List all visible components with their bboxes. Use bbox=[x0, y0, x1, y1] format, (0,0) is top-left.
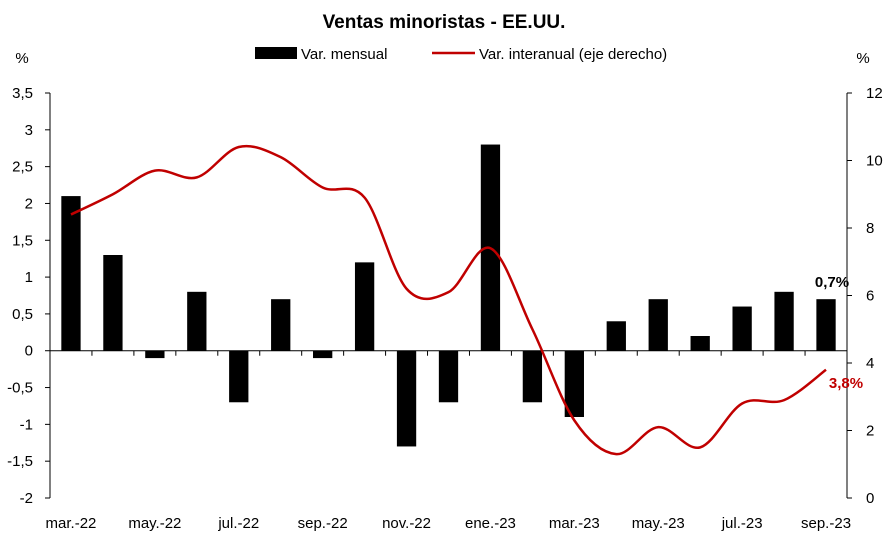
bar bbox=[564, 350, 584, 417]
left-tick-label: -0,5 bbox=[7, 380, 33, 397]
bar bbox=[145, 350, 165, 359]
x-tick-label: sep.-23 bbox=[801, 515, 851, 532]
left-tick-label: 1 bbox=[25, 269, 33, 286]
right-axis: 0 2 4 6 8 10 12 bbox=[846, 85, 883, 507]
left-tick-label: -1 bbox=[20, 416, 33, 433]
bar-series bbox=[61, 144, 836, 447]
zero-line-group bbox=[49, 350, 848, 356]
bar bbox=[438, 350, 459, 403]
bar bbox=[103, 255, 123, 351]
left-axis-unit: % bbox=[15, 50, 28, 67]
line-path bbox=[70, 144, 827, 456]
bar bbox=[522, 350, 543, 403]
bar bbox=[271, 299, 291, 351]
legend-line-label: Var. interanual (eje derecho) bbox=[479, 46, 667, 63]
left-tick-label: -1,5 bbox=[7, 453, 33, 470]
bar bbox=[690, 336, 710, 351]
x-tick-label: sep.-22 bbox=[298, 515, 348, 532]
right-tick-label: 8 bbox=[866, 220, 874, 237]
bar bbox=[816, 299, 836, 351]
left-tick-label: -2 bbox=[20, 490, 33, 507]
bar bbox=[774, 291, 794, 351]
chart-title: Ventas minoristas - EE.UU. bbox=[323, 12, 566, 33]
x-tick-label: mar.-23 bbox=[549, 515, 600, 532]
right-tick-label: 0 bbox=[866, 490, 874, 507]
left-tick-label: 2 bbox=[25, 195, 33, 212]
right-tick-label: 12 bbox=[866, 85, 883, 102]
annotations: 0,7% 3,8% bbox=[815, 274, 863, 392]
left-tick-label: 0,5 bbox=[12, 306, 33, 323]
right-tick-label: 4 bbox=[866, 355, 874, 372]
bar-data-label: 0,7% bbox=[815, 274, 849, 291]
x-tick-label: jul.-22 bbox=[217, 515, 259, 532]
bar bbox=[61, 196, 81, 351]
bar bbox=[732, 306, 752, 351]
left-tick-label: 3,5 bbox=[12, 85, 33, 102]
legend-bar-label: Var. mensual bbox=[301, 46, 387, 63]
left-axis: -2 -1,5 -1 -0,5 0 0,5 1 1,5 2 2,5 3 3,5 bbox=[7, 85, 51, 507]
line-data-label: 3,8% bbox=[829, 375, 863, 392]
x-tick-label: mar.-22 bbox=[46, 515, 97, 532]
left-tick-label: 0 bbox=[25, 343, 33, 360]
x-axis-labels: mar.-22 may.-22 jul.-22 sep.-22 nov.-22 ene.-… bbox=[46, 515, 852, 532]
bar bbox=[648, 299, 668, 351]
legend: Var. mensual Var. interanual (eje derech… bbox=[255, 46, 667, 63]
bar bbox=[313, 350, 333, 359]
left-tick-label: 1,5 bbox=[12, 232, 33, 249]
bar bbox=[606, 321, 626, 351]
legend-bar-swatch bbox=[255, 47, 297, 59]
x-tick-label: may.-23 bbox=[632, 515, 685, 532]
right-tick-label: 6 bbox=[866, 288, 874, 305]
bar bbox=[187, 291, 207, 351]
line-series bbox=[70, 144, 827, 456]
bar bbox=[396, 350, 417, 447]
left-tick-label: 2,5 bbox=[12, 159, 33, 176]
x-tick-label: may.-22 bbox=[128, 515, 181, 532]
x-tick-label: ene.-23 bbox=[465, 515, 516, 532]
bar bbox=[229, 350, 249, 403]
left-tick-label: 3 bbox=[25, 122, 33, 139]
x-tick-label: jul.-23 bbox=[721, 515, 763, 532]
right-tick-label: 10 bbox=[866, 153, 883, 170]
right-tick-label: 2 bbox=[866, 423, 874, 440]
bar bbox=[354, 262, 375, 351]
x-tick-label: nov.-22 bbox=[382, 515, 431, 532]
right-axis-unit: % bbox=[856, 50, 869, 67]
